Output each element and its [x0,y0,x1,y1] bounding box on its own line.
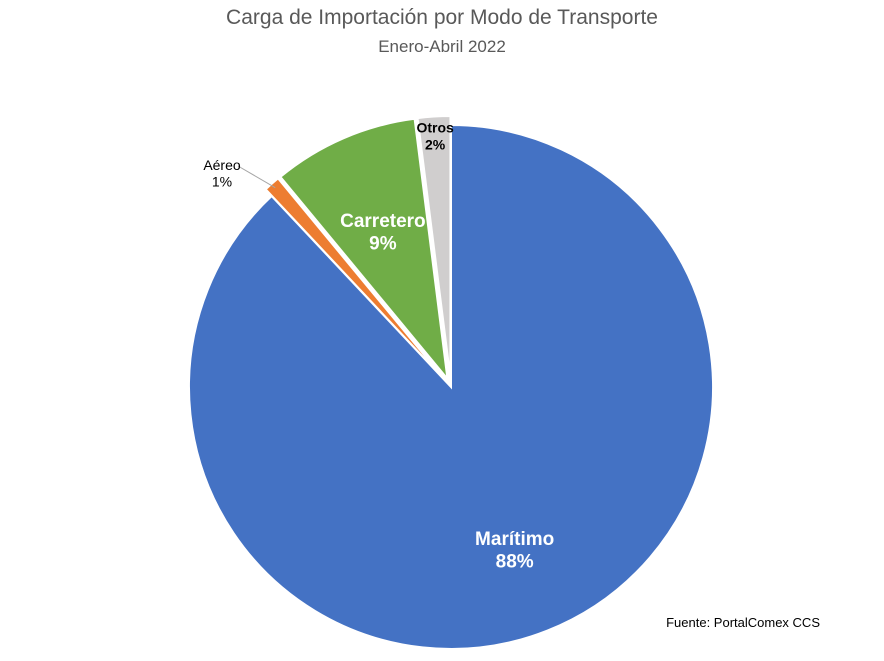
slice-value-carretero: 9% [369,234,397,255]
leader-line-aereo [237,165,276,189]
slice-value-otros: 2% [425,137,446,153]
pie-slice-maritimo [188,123,714,650]
pie-slice-carretero [279,117,449,383]
chart-title: Carga de Importación por Modo de Transpo… [226,6,658,29]
chart-source: Fuente: PortalComex CCS [666,615,820,630]
chart-subtitle: Enero-Abril 2022 [378,37,506,56]
slice-label-otros: Otros [416,120,454,136]
slice-label-maritimo: Marítimo [475,529,554,550]
pie-slice-otros [416,115,452,379]
slice-label-aereo: Aéreo [203,157,241,173]
pie-slice-aereo [264,176,446,381]
slice-value-aereo: 1% [212,174,232,190]
slice-value-maritimo: 88% [496,552,534,573]
slice-label-carretero: Carretero [340,211,426,232]
